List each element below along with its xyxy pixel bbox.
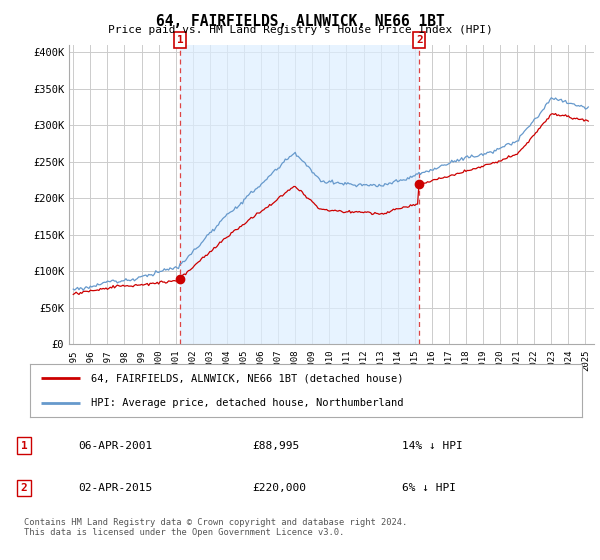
Text: 1: 1 (20, 441, 28, 451)
Text: 2: 2 (20, 483, 28, 493)
Text: 2: 2 (416, 35, 423, 45)
Text: 02-APR-2015: 02-APR-2015 (78, 483, 152, 493)
Text: £220,000: £220,000 (252, 483, 306, 493)
Text: 1: 1 (177, 35, 184, 45)
Text: 64, FAIRFIELDS, ALNWICK, NE66 1BT (detached house): 64, FAIRFIELDS, ALNWICK, NE66 1BT (detac… (91, 374, 403, 384)
Text: 64, FAIRFIELDS, ALNWICK, NE66 1BT: 64, FAIRFIELDS, ALNWICK, NE66 1BT (155, 14, 445, 29)
Text: HPI: Average price, detached house, Northumberland: HPI: Average price, detached house, Nort… (91, 398, 403, 408)
Text: Price paid vs. HM Land Registry's House Price Index (HPI): Price paid vs. HM Land Registry's House … (107, 25, 493, 35)
Text: 6% ↓ HPI: 6% ↓ HPI (402, 483, 456, 493)
Bar (181, 45, 419, 344)
Text: 14% ↓ HPI: 14% ↓ HPI (402, 441, 463, 451)
Text: £88,995: £88,995 (252, 441, 299, 451)
Text: Contains HM Land Registry data © Crown copyright and database right 2024.
This d: Contains HM Land Registry data © Crown c… (24, 518, 407, 538)
Text: 06-APR-2001: 06-APR-2001 (78, 441, 152, 451)
